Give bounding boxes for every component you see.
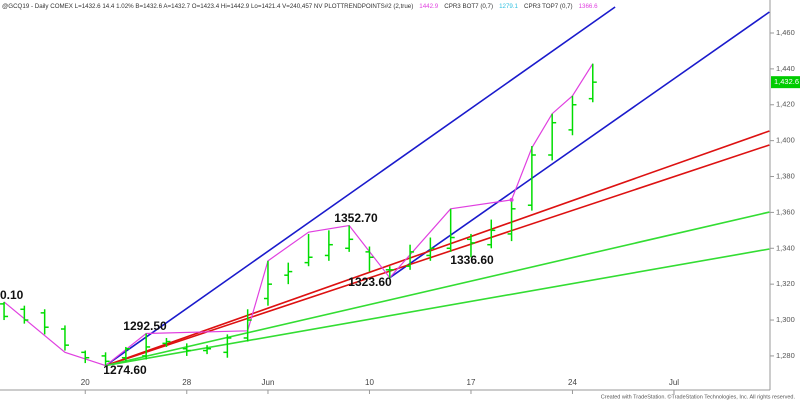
- annotation: 1274.60: [103, 363, 147, 377]
- header-segment: 1442.9: [419, 3, 438, 10]
- y-tick-label: 1,400: [776, 136, 795, 145]
- header-segment: CPR3 BOT7 (0,7): [444, 3, 493, 10]
- x-tick-label: Jun: [262, 378, 275, 387]
- annotation: 1323.60: [348, 275, 392, 289]
- trend-line: [105, 130, 770, 367]
- y-tick-label: 1,380: [776, 172, 795, 181]
- y-tick-label: 1,280: [776, 351, 795, 360]
- x-tick-label: 20: [81, 378, 90, 387]
- x-tick-label: 24: [568, 378, 577, 387]
- header-segment: 1279.1: [499, 3, 518, 10]
- trend-line: [389, 11, 770, 279]
- trend-line: [105, 144, 770, 367]
- annotation: 1352.70: [334, 211, 378, 225]
- trend-line: [105, 211, 770, 367]
- y-tick-label: 1,320: [776, 279, 795, 288]
- swing-point: [509, 197, 514, 202]
- header-segment: 1366.6: [579, 3, 598, 10]
- header-segment: @GCQ19 - Daily COMEX L=1432.6 14.4 1.02%…: [2, 3, 413, 10]
- y-tick-label: 1,440: [776, 64, 795, 73]
- last-price-box: [771, 76, 800, 89]
- trend-line: [105, 6, 616, 367]
- y-tick-label: 1,460: [776, 28, 795, 37]
- x-tick-label: Jul: [669, 378, 679, 387]
- y-tick-label: 1,360: [776, 207, 795, 216]
- x-tick-label: 28: [182, 378, 191, 387]
- header: @GCQ19 - Daily COMEX L=1432.6 14.4 1.02%…: [2, 3, 598, 10]
- footer: Created with TradeStation. ©TradeStation…: [601, 393, 796, 400]
- header-segment: CPR3 TOP7 (0,7): [524, 3, 573, 10]
- annotation: 1292.50: [123, 319, 167, 333]
- x-tick-label: 17: [467, 378, 476, 387]
- annotation: 1336.60: [450, 253, 494, 267]
- x-tick-label: 10: [365, 378, 374, 387]
- y-tick-label: 1,300: [776, 315, 795, 324]
- last-price-label: 1,432.6: [774, 77, 799, 86]
- annotation: 0.10: [0, 288, 24, 302]
- y-tick-label: 1,420: [776, 100, 795, 109]
- y-tick-label: 1,340: [776, 243, 795, 252]
- trend-line: [105, 248, 770, 367]
